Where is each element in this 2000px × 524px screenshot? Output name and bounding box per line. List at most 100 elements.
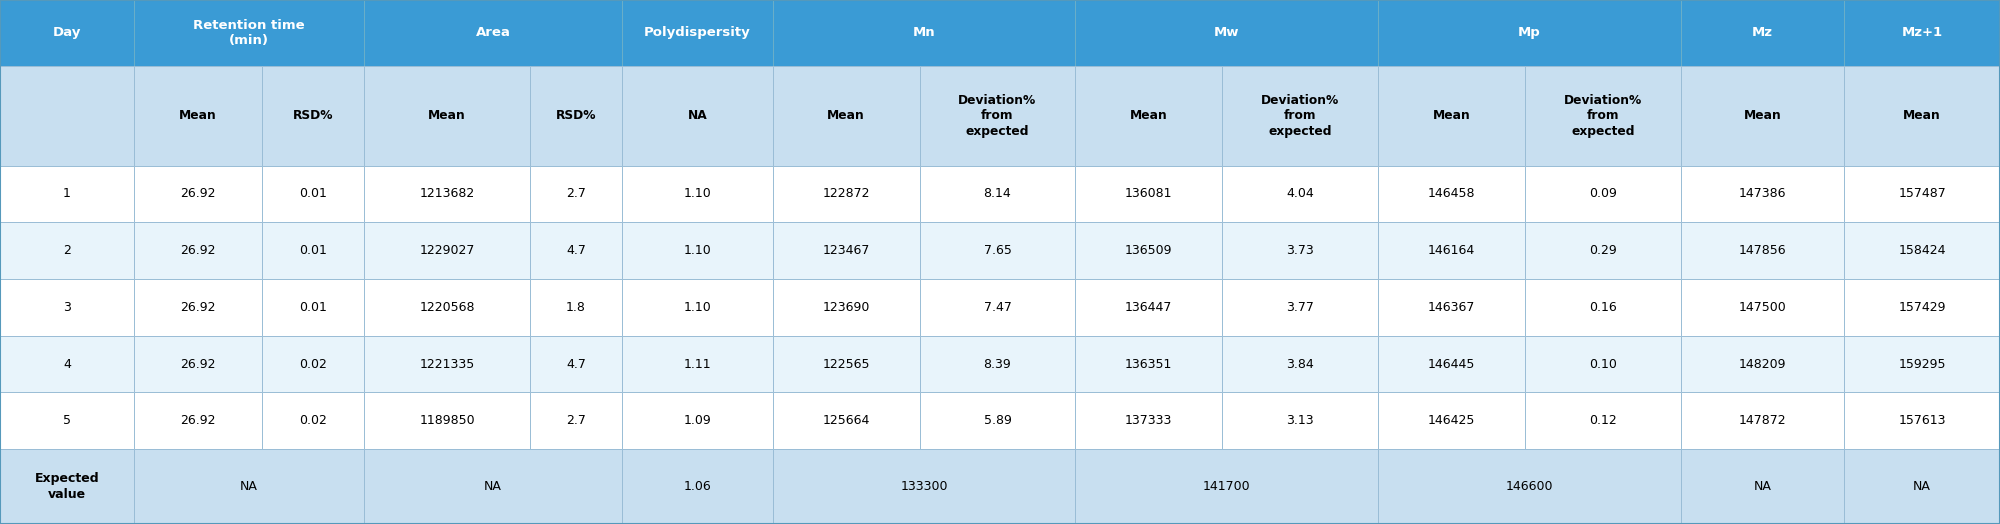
- Text: 0.10: 0.10: [1588, 357, 1616, 370]
- Bar: [1378, 279, 1524, 336]
- Text: 136447: 136447: [1126, 301, 1172, 314]
- Bar: [0, 166, 134, 222]
- Bar: [262, 222, 364, 279]
- Text: 0.01: 0.01: [298, 244, 326, 257]
- Text: Expected
value: Expected value: [34, 472, 100, 501]
- Text: 7.47: 7.47: [984, 301, 1012, 314]
- Bar: [1844, 392, 2000, 449]
- Text: 0.01: 0.01: [298, 301, 326, 314]
- Text: 1.11: 1.11: [684, 357, 712, 370]
- Bar: [1076, 66, 1222, 166]
- Bar: [772, 222, 920, 279]
- Text: Day: Day: [52, 26, 82, 39]
- Text: 4.04: 4.04: [1286, 188, 1314, 201]
- Bar: [920, 279, 1076, 336]
- Text: 122872: 122872: [822, 188, 870, 201]
- Text: 26.92: 26.92: [180, 188, 216, 201]
- Bar: [1524, 279, 1680, 336]
- Text: 146164: 146164: [1428, 244, 1476, 257]
- Text: 146445: 146445: [1428, 357, 1476, 370]
- Text: 146600: 146600: [1506, 480, 1554, 493]
- Bar: [530, 279, 622, 336]
- Bar: [134, 449, 364, 524]
- Bar: [262, 336, 364, 392]
- Bar: [262, 66, 364, 166]
- Bar: [1844, 166, 2000, 222]
- Text: 1: 1: [64, 188, 70, 201]
- Text: 136509: 136509: [1126, 244, 1172, 257]
- Text: RSD%: RSD%: [292, 109, 334, 122]
- Text: 146425: 146425: [1428, 414, 1476, 427]
- Bar: [622, 279, 772, 336]
- Bar: [0, 0, 134, 66]
- Text: 146367: 146367: [1428, 301, 1476, 314]
- Text: Mean: Mean: [1130, 109, 1168, 122]
- Bar: [622, 0, 772, 66]
- Bar: [134, 279, 262, 336]
- Bar: [772, 166, 920, 222]
- Bar: [1680, 222, 1844, 279]
- Text: NA: NA: [484, 480, 502, 493]
- Text: 2.7: 2.7: [566, 188, 586, 201]
- Bar: [1076, 279, 1222, 336]
- Text: 3.84: 3.84: [1286, 357, 1314, 370]
- Bar: [1378, 0, 1680, 66]
- Bar: [1524, 66, 1680, 166]
- Bar: [1680, 0, 1844, 66]
- Text: Mean: Mean: [1744, 109, 1782, 122]
- Text: 147500: 147500: [1738, 301, 1786, 314]
- Bar: [920, 336, 1076, 392]
- Text: 3.77: 3.77: [1286, 301, 1314, 314]
- Bar: [134, 166, 262, 222]
- Bar: [1222, 166, 1378, 222]
- Bar: [1680, 166, 1844, 222]
- Text: 1.06: 1.06: [684, 480, 712, 493]
- Bar: [1076, 0, 1378, 66]
- Text: 141700: 141700: [1202, 480, 1250, 493]
- Bar: [1524, 222, 1680, 279]
- Text: 122565: 122565: [822, 357, 870, 370]
- Bar: [1844, 0, 2000, 66]
- Text: 26.92: 26.92: [180, 414, 216, 427]
- Bar: [1076, 166, 1222, 222]
- Bar: [530, 166, 622, 222]
- Text: 1221335: 1221335: [420, 357, 474, 370]
- Text: 1.10: 1.10: [684, 188, 712, 201]
- Text: 157613: 157613: [1898, 414, 1946, 427]
- Bar: [134, 66, 262, 166]
- Text: Deviation%
from
expected: Deviation% from expected: [958, 94, 1036, 138]
- Text: 123690: 123690: [822, 301, 870, 314]
- Text: 0.16: 0.16: [1588, 301, 1616, 314]
- Text: Mean: Mean: [180, 109, 216, 122]
- Bar: [0, 392, 134, 449]
- Text: 146458: 146458: [1428, 188, 1476, 201]
- Text: 0.02: 0.02: [298, 357, 326, 370]
- Bar: [530, 336, 622, 392]
- Bar: [134, 222, 262, 279]
- Bar: [364, 392, 530, 449]
- Bar: [1844, 449, 2000, 524]
- Bar: [262, 166, 364, 222]
- Text: 0.29: 0.29: [1588, 244, 1616, 257]
- Bar: [1222, 392, 1378, 449]
- Text: NA: NA: [1754, 480, 1772, 493]
- Text: Mz+1: Mz+1: [1902, 26, 1942, 39]
- Bar: [622, 222, 772, 279]
- Text: 147856: 147856: [1738, 244, 1786, 257]
- Text: 4: 4: [64, 357, 70, 370]
- Bar: [1524, 166, 1680, 222]
- Text: 26.92: 26.92: [180, 301, 216, 314]
- Text: 147386: 147386: [1738, 188, 1786, 201]
- Bar: [622, 392, 772, 449]
- Bar: [1844, 279, 2000, 336]
- Text: 26.92: 26.92: [180, 357, 216, 370]
- Bar: [772, 336, 920, 392]
- Bar: [0, 222, 134, 279]
- Text: RSD%: RSD%: [556, 109, 596, 122]
- Text: 1220568: 1220568: [420, 301, 474, 314]
- Bar: [1076, 392, 1222, 449]
- Text: 26.92: 26.92: [180, 244, 216, 257]
- Text: 147872: 147872: [1738, 414, 1786, 427]
- Bar: [1680, 449, 1844, 524]
- Text: NA: NA: [240, 480, 258, 493]
